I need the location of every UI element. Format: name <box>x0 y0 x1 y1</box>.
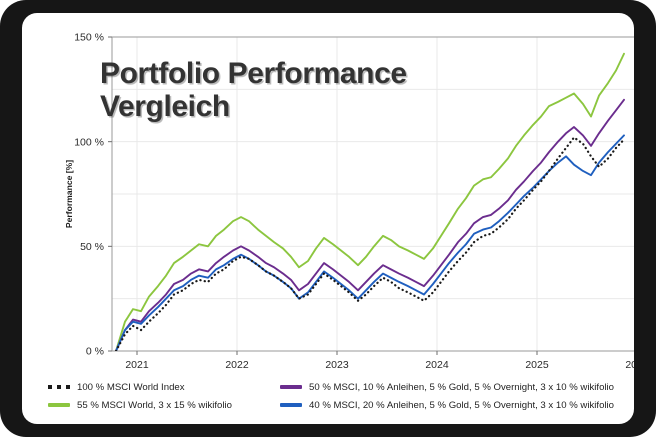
legend-item[interactable]: 50 % MSCI, 10 % Anleihen, 5 % Gold, 5 % … <box>280 382 634 393</box>
legend-color-swatch <box>280 385 302 389</box>
chart-card: 0 % 50 % 100 % 150 % Performance [%] 2021 2022… <box>22 13 634 424</box>
series-line <box>114 136 626 351</box>
legend-item[interactable]: 40 % MSCI, 20 % Anleihen, 5 % Gold, 5 % … <box>280 400 634 411</box>
legend-item-label: 50 % MSCI, 10 % Anleihen, 5 % Gold, 5 % … <box>309 381 615 393</box>
y-tick-label: 100 % <box>74 136 104 148</box>
legend-item-label: 100 % MSCI World Index <box>77 381 185 393</box>
legend-item[interactable]: 100 % MSCI World Index <box>48 382 280 393</box>
x-tick-label: 2024 <box>425 359 449 371</box>
legend-item-label: 55 % MSCI World, 3 x 15 % wikifolio <box>77 399 232 411</box>
series-line <box>115 98 625 351</box>
legend-item-label: 40 % MSCI, 20 % Anleihen, 5 % Gold, 5 % … <box>309 399 615 411</box>
x-tick-label: 2022 <box>225 359 249 371</box>
x-tick-label: 2025 <box>525 359 549 371</box>
series-group <box>114 52 626 351</box>
chart-legend: 100 % MSCI World Index 50 % MSCI, 10 % An… <box>48 378 634 414</box>
performance-chart: 0 % 50 % 100 % 150 % Performance [%] 2021 2022… <box>22 13 634 424</box>
y-tick-label: 50 % <box>80 241 104 253</box>
y-tick-label: 150 % <box>74 32 104 44</box>
legend-color-swatch <box>48 385 70 389</box>
y-tick-label: 0 % <box>86 346 104 358</box>
y-axis-title: Performance [%] <box>64 160 74 228</box>
x-tick-label: 2021 <box>125 359 149 371</box>
series-line <box>115 134 625 351</box>
x-tick-label: 2026 <box>625 359 634 371</box>
line-chart-svg: 0 % 50 % 100 % 150 % Performance [%] 2021 2022… <box>64 32 634 371</box>
legend-item[interactable]: 55 % MSCI World, 3 x 15 % wikifolio <box>48 400 280 411</box>
legend-color-swatch <box>280 403 302 407</box>
series-line <box>115 52 625 351</box>
legend-color-swatch <box>48 403 70 407</box>
x-tick-label: 2023 <box>325 359 349 371</box>
